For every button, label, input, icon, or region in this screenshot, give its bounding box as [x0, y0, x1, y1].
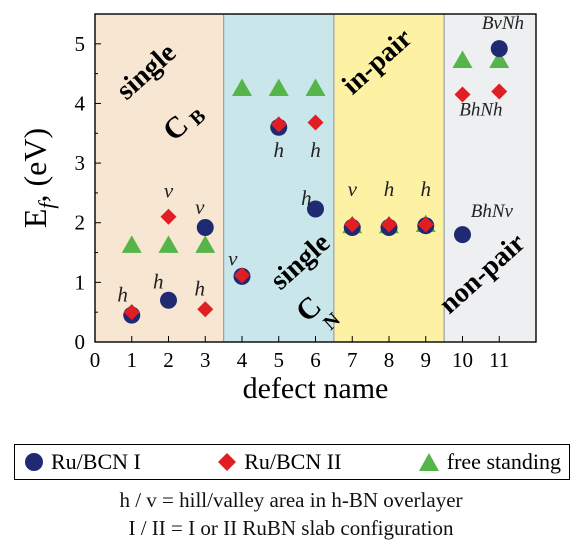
- x-tick-label: 6: [310, 348, 321, 372]
- data-point-diamond: [491, 83, 508, 100]
- legend-entry-free-standing: free standing: [417, 449, 561, 475]
- point-annotation: h: [117, 282, 128, 306]
- y-tick-label: 5: [75, 32, 86, 56]
- data-point-diamond: [307, 114, 324, 131]
- y-tick-label: 0: [75, 330, 86, 354]
- y-axis-label-main: E: [17, 209, 53, 229]
- data-point-circle: [490, 40, 508, 58]
- x-axis-label: defect name: [243, 372, 389, 405]
- point-annotation: h: [384, 177, 395, 201]
- point-annotation: h: [153, 269, 164, 293]
- legend-label: Ru/BCN II: [244, 449, 342, 474]
- region-background-3: [444, 14, 536, 342]
- point-annotation: v: [164, 179, 174, 203]
- x-tick-label: 7: [347, 348, 358, 372]
- triangle-marker-icon: [418, 453, 439, 471]
- y-axis-label-subscript: f: [34, 200, 59, 209]
- x-tick-label: 1: [127, 348, 138, 372]
- data-point-diamond: [417, 216, 434, 233]
- point-annotation: v: [228, 247, 238, 271]
- point-annotation: v: [195, 195, 205, 219]
- data-point-triangle: [121, 235, 142, 253]
- region-background-2: [333, 14, 445, 342]
- diamond-marker-icon: [218, 453, 237, 471]
- data-point-triangle: [158, 235, 179, 253]
- note-slab-configuration: I / II = I or II RuBN slab configuration: [128, 516, 454, 540]
- x-tick-label: 8: [384, 348, 395, 372]
- point-annotation: h: [310, 138, 321, 162]
- data-point-diamond: [270, 116, 287, 133]
- note-hill-valley: h / v = hill/valley area in h-BN overlay…: [119, 488, 463, 512]
- point-annotation: h: [274, 138, 285, 162]
- point-annotation: BhNh: [459, 99, 502, 120]
- legend: Ru/BCN I Ru/BCN II free standing: [14, 444, 570, 480]
- point-annotation: h: [194, 276, 205, 300]
- x-tick-label: 4: [237, 348, 248, 372]
- data-point-triangle: [232, 78, 252, 97]
- point-annotation: BvNh: [482, 13, 524, 34]
- y-axis-label: Ef, (eV): [17, 128, 59, 228]
- data-point-diamond: [454, 86, 471, 103]
- data-point-triangle: [268, 78, 289, 97]
- data-point-circle: [160, 291, 177, 309]
- data-point-circle: [307, 200, 324, 218]
- y-tick-label: 2: [75, 211, 86, 235]
- x-tick-label: 5: [274, 348, 285, 372]
- x-tick-label: 9: [421, 348, 432, 372]
- region-background-1: [223, 14, 334, 342]
- x-tick-label: 3: [200, 348, 211, 372]
- data-point-triangle: [195, 235, 216, 253]
- data-point-triangle: [305, 78, 326, 97]
- y-tick-label: 4: [75, 91, 86, 115]
- data-point-diamond: [197, 301, 214, 318]
- legend-label: free standing: [446, 449, 561, 474]
- x-tick-label: 0: [90, 348, 101, 372]
- y-tick-label: 3: [75, 151, 86, 175]
- region-background-0: [95, 14, 224, 342]
- x-tick-label: 11: [489, 348, 509, 372]
- point-annotation: v: [348, 177, 358, 201]
- data-point-diamond: [160, 208, 177, 225]
- y-axis-label-unit: , (eV): [17, 128, 53, 203]
- x-tick-label: 10: [452, 348, 473, 372]
- point-annotation: BhNv: [471, 201, 514, 222]
- data-point-triangle: [452, 50, 473, 69]
- legend-entry-ru-bcn-i: Ru/BCN I: [23, 449, 141, 475]
- circle-marker-icon: [25, 453, 43, 471]
- data-point-diamond: [344, 216, 361, 233]
- data-point-diamond: [234, 267, 250, 284]
- point-annotation: h: [301, 186, 312, 210]
- y-tick-label: 1: [75, 270, 86, 294]
- data-point-diamond: [123, 304, 140, 321]
- data-point-circle: [454, 226, 471, 244]
- data-point-circle: [196, 218, 214, 236]
- point-annotation: h: [421, 177, 432, 201]
- legend-label: Ru/BCN I: [51, 449, 141, 474]
- data-point-diamond: [381, 216, 397, 233]
- legend-entry-ru-bcn-ii: Ru/BCN II: [216, 449, 341, 475]
- data-point-triangle: [489, 50, 510, 69]
- x-tick-label: 2: [163, 348, 174, 372]
